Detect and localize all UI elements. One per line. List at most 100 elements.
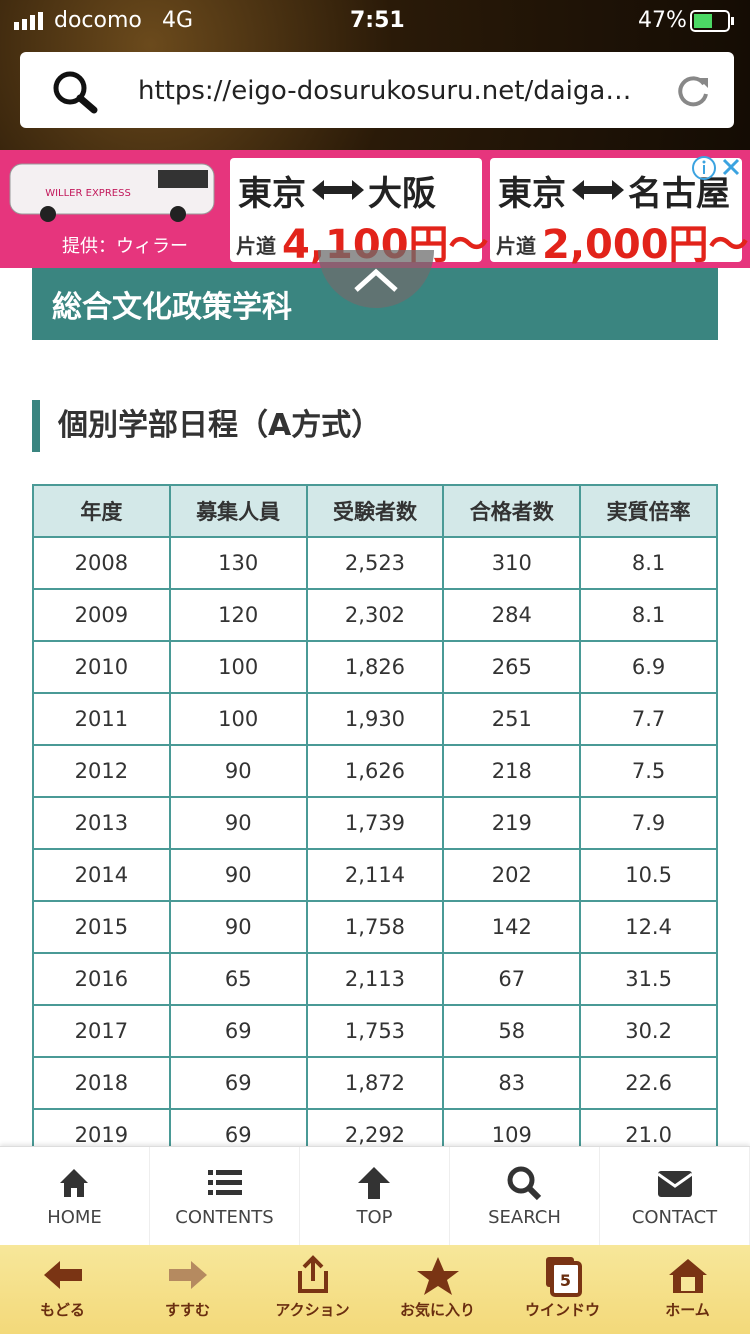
- ad-offer[interactable]: 東京 大阪 片道 4,100円～: [230, 158, 489, 268]
- toolbar-icon: [168, 1261, 207, 1289]
- table-cell: 2008: [32, 536, 171, 590]
- toolbar-item[interactable]: ホーム: [625, 1245, 750, 1334]
- table-cell: 1,872: [305, 1056, 445, 1110]
- toolbar-item[interactable]: アクション: [250, 1245, 375, 1334]
- table-cell: 7.5: [579, 744, 718, 798]
- table-cell: 1,758: [305, 900, 445, 954]
- toolbar-label: もどる: [40, 1301, 85, 1319]
- toolbar-label: アクション: [275, 1301, 350, 1319]
- table-cell: 251: [442, 692, 582, 746]
- table-row: 2011 100 1,930 251 7.7: [32, 692, 718, 746]
- nav-icon: [59, 1169, 88, 1197]
- toolbar-item[interactable]: お気に入り: [375, 1245, 500, 1334]
- toolbar-icon: [668, 1259, 707, 1293]
- nav-item[interactable]: CONTENTS: [150, 1147, 300, 1246]
- table-cell: 8.1: [579, 588, 718, 642]
- table-cell: 90: [168, 796, 308, 850]
- nav-label: CONTENTS: [175, 1207, 274, 1228]
- table-cell: 2018: [32, 1056, 171, 1110]
- table-cell: 2010: [32, 640, 171, 694]
- nav-icon: [507, 1166, 541, 1201]
- toolbar-icon: [43, 1261, 82, 1289]
- table-cell: 1,753: [305, 1004, 445, 1058]
- table-cell: 69: [168, 1004, 308, 1058]
- table-row: 2015 90 1,758 142 12.4: [32, 900, 718, 954]
- nav-item[interactable]: CONTACT: [600, 1147, 750, 1246]
- url-text: https://eigo-dosurukosuru.net/daiga…: [138, 76, 632, 106]
- table-cell: 284: [442, 588, 582, 642]
- toolbar-icon: [297, 1255, 328, 1293]
- toolbar-item[interactable]: もどる: [0, 1245, 125, 1334]
- table-cell: 2016: [32, 952, 171, 1006]
- nav-label: HOME: [47, 1207, 102, 1228]
- toolbar-icon: [416, 1257, 459, 1295]
- subheading: 個別学部日程（A方式）: [32, 400, 381, 452]
- bottom-nav: HOME CONTENTS TOP SEARCH CONTACT: [0, 1146, 750, 1246]
- header-cell: 年度: [32, 484, 171, 538]
- fare-label: 片道: [236, 234, 276, 258]
- table-cell: 218: [442, 744, 582, 798]
- nav-icon: [656, 1171, 693, 1197]
- nav-label: SEARCH: [488, 1207, 561, 1228]
- table-cell: 8.1: [579, 536, 718, 590]
- table-cell: 67: [442, 952, 582, 1006]
- table-cell: 65: [168, 952, 308, 1006]
- toolbar-icon: [545, 1257, 582, 1297]
- table-cell: 2017: [32, 1004, 171, 1058]
- nav-item[interactable]: SEARCH: [450, 1147, 600, 1246]
- table-cell: 142: [442, 900, 582, 954]
- table-cell: 2014: [32, 848, 171, 902]
- toolbar-label: ウインドウ: [524, 1301, 600, 1319]
- table-cell: 265: [442, 640, 582, 694]
- admission-table: 年度 募集人員 受験者数 合格者数 実質倍率 2008 130 2,523 310 8.1 2009…: [32, 484, 718, 1162]
- header-cell: 受験者数: [305, 484, 445, 538]
- table-cell: 1,930: [305, 692, 445, 746]
- table-cell: 219: [442, 796, 582, 850]
- toolbar-item[interactable]: 5 ウインドウ: [500, 1245, 625, 1334]
- table-row: 2010 100 1,826 265 6.9: [32, 640, 718, 694]
- nav-label: CONTACT: [631, 1207, 718, 1228]
- table-row: 2013 90 1,739 219 7.9: [32, 796, 718, 850]
- table-row: 2014 90 2,114 202 10.5: [32, 848, 718, 902]
- table-cell: 2,523: [305, 536, 445, 590]
- nav-icon: [357, 1167, 390, 1199]
- header-cell: 募集人員: [168, 484, 308, 538]
- table-cell: 30.2: [579, 1004, 718, 1058]
- ad-offer[interactable]: 東京 名古屋 片道 2,000円～: [490, 158, 749, 268]
- header-cell: 合格者数: [442, 484, 582, 538]
- table-row: 2009 120 2,302 284 8.1: [32, 588, 718, 642]
- table-cell: 12.4: [579, 900, 718, 954]
- address-bar[interactable]: https://eigo-dosurukosuru.net/daiga…: [20, 52, 734, 128]
- reload-icon[interactable]: [676, 74, 710, 108]
- table-cell: 1,739: [305, 796, 445, 850]
- table-cell: 10.5: [579, 848, 718, 902]
- bus-image: WILLER EXPRESS: [9, 163, 215, 222]
- table-cell: 7.7: [579, 692, 718, 746]
- table-row: 2012 90 1,626 218 7.5: [32, 744, 718, 798]
- ad-info-close[interactable]: [690, 154, 746, 182]
- toolbar-label: ホーム: [665, 1301, 710, 1319]
- route-to: 名古屋: [628, 174, 730, 214]
- table-cell: 90: [168, 848, 308, 902]
- table-cell: 100: [168, 640, 308, 694]
- network: 4G: [162, 8, 194, 33]
- nav-item[interactable]: TOP: [300, 1147, 450, 1246]
- carrier: docomo: [54, 8, 142, 33]
- route-arrow: [572, 180, 624, 200]
- table-cell: 90: [168, 744, 308, 798]
- table-cell: 2,114: [305, 848, 445, 902]
- nav-label: TOP: [356, 1207, 393, 1228]
- scroll-top-button[interactable]: [316, 250, 436, 314]
- window-count: 5: [559, 1271, 572, 1290]
- table-row: 2018 69 1,872 83 22.6: [32, 1056, 718, 1110]
- ad-banner[interactable]: WILLER EXPRESS 提供：ウィラー 東京 大阪 片道 4,100円～ …: [0, 150, 750, 268]
- nav-icon: [207, 1170, 242, 1195]
- nav-item[interactable]: HOME: [0, 1147, 150, 1246]
- route-arrow: [312, 180, 364, 200]
- header-row: 年度 募集人員 受験者数 合格者数 実質倍率: [32, 484, 718, 538]
- table-cell: 58: [442, 1004, 582, 1058]
- table-cell: 7.9: [579, 796, 718, 850]
- route-from: 東京: [498, 174, 566, 214]
- toolbar-item[interactable]: すすむ: [125, 1245, 250, 1334]
- table-cell: 2011: [32, 692, 171, 746]
